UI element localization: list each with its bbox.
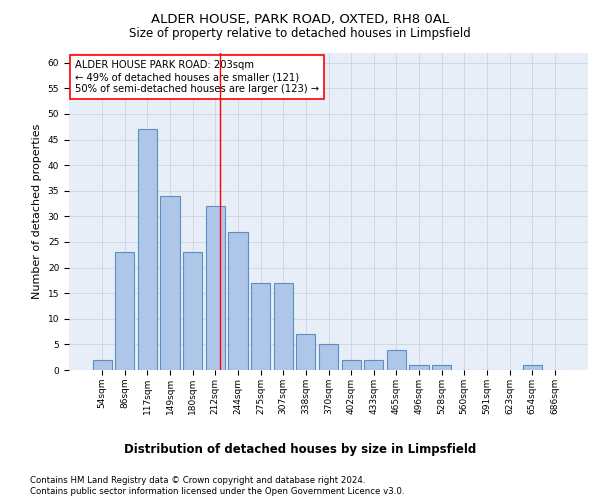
Y-axis label: Number of detached properties: Number of detached properties [32,124,42,299]
Bar [160,196,180,370]
Bar [341,360,361,370]
Bar [138,130,157,370]
Bar [274,283,293,370]
Text: Contains HM Land Registry data © Crown copyright and database right 2024.: Contains HM Land Registry data © Crown c… [30,476,365,485]
Bar [206,206,225,370]
Text: ALDER HOUSE PARK ROAD: 203sqm
← 49% of detached houses are smaller (121)
50% of : ALDER HOUSE PARK ROAD: 203sqm ← 49% of d… [75,60,319,94]
Text: Contains public sector information licensed under the Open Government Licence v3: Contains public sector information licen… [30,487,404,496]
Bar [251,283,270,370]
Bar [229,232,248,370]
Bar [364,360,383,370]
Bar [115,252,134,370]
Bar [409,365,428,370]
Bar [92,360,112,370]
Bar [387,350,406,370]
Text: Distribution of detached houses by size in Limpsfield: Distribution of detached houses by size … [124,442,476,456]
Bar [432,365,451,370]
Text: Size of property relative to detached houses in Limpsfield: Size of property relative to detached ho… [129,28,471,40]
Bar [523,365,542,370]
Text: ALDER HOUSE, PARK ROAD, OXTED, RH8 0AL: ALDER HOUSE, PARK ROAD, OXTED, RH8 0AL [151,12,449,26]
Bar [319,344,338,370]
Bar [183,252,202,370]
Bar [296,334,316,370]
